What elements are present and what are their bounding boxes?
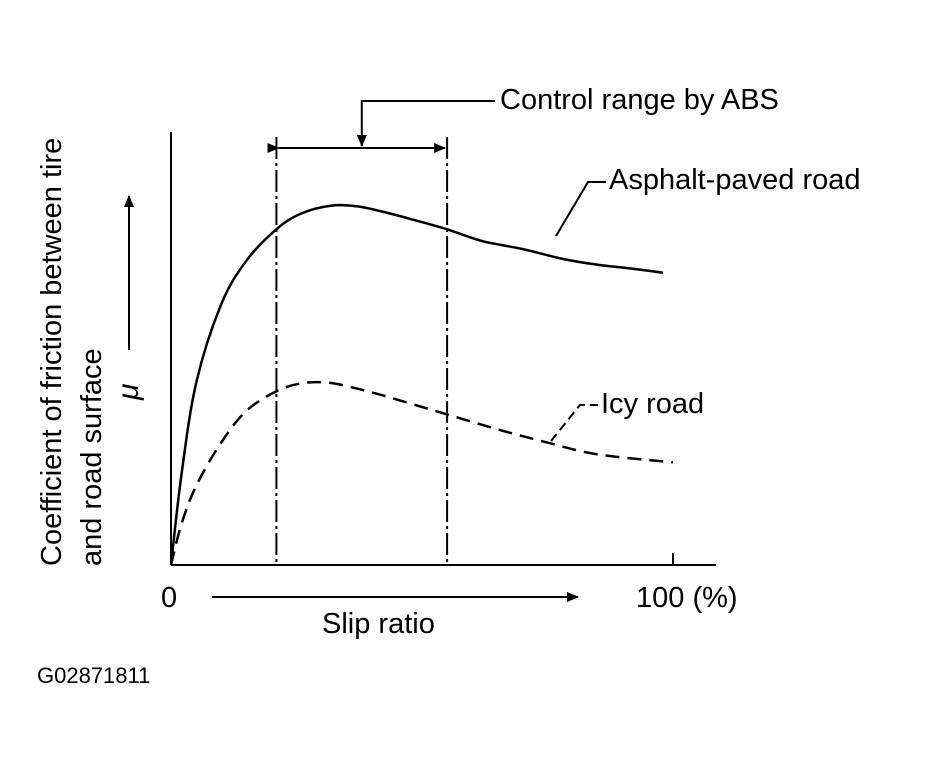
- series-line-icy-road: [169, 380, 674, 566]
- x-tick-label-100: 100 (%): [636, 582, 738, 614]
- asphalt-road-callout-line: [555, 181, 606, 237]
- icy-road-label: Icy road: [601, 388, 704, 420]
- x-axis-label: Slip ratio: [322, 608, 435, 640]
- x-tick-label-0: 0: [161, 582, 177, 614]
- y-axis-symbol-mu: μ: [112, 384, 145, 401]
- figure-id: G02871811: [37, 663, 150, 688]
- control-range-callout-line: [356, 100, 495, 147]
- asphalt-road-label: Asphalt-paved road: [609, 164, 861, 196]
- icy-road-callout-line: [550, 404, 598, 442]
- y-axis-label-line-2: and road surface: [76, 348, 108, 566]
- control-range-label: Control range by ABS: [500, 84, 779, 116]
- y-axis-label-line-1: Coefficient of friction between tire: [36, 138, 68, 566]
- series-line-asphalt-road: [169, 203, 664, 566]
